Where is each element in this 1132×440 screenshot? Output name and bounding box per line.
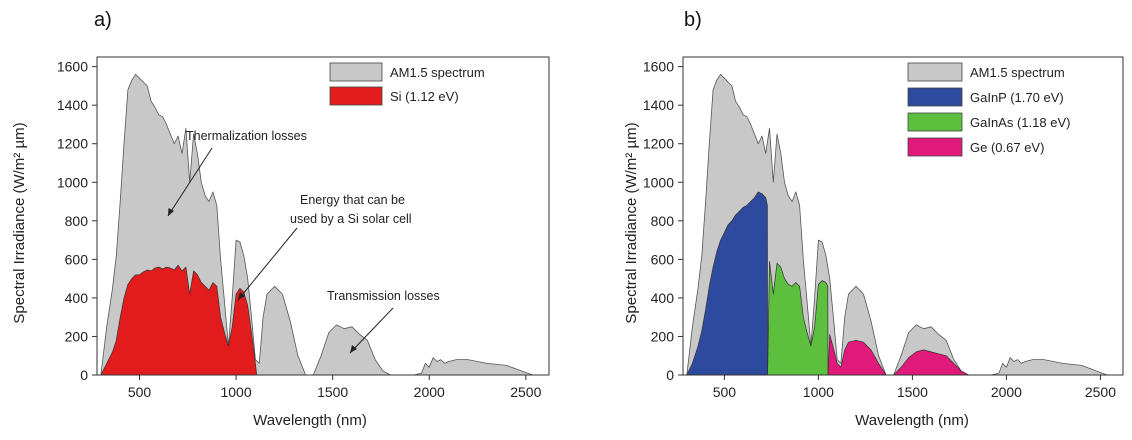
panel-b-legend-label-am15: AM1.5 spectrum <box>970 65 1065 80</box>
panel-a-si-area <box>100 264 258 376</box>
annotation-thermalization-arrow <box>167 147 213 217</box>
y-tick-label: 1400 <box>643 97 674 113</box>
panel-b-gainas-area <box>767 260 829 376</box>
x-tick-label: 1500 <box>317 384 348 400</box>
x-tick-label: 2500 <box>510 384 541 400</box>
y-tick-label: 1200 <box>57 136 88 152</box>
annotation-transmission-arrow <box>349 307 394 354</box>
y-tick-label: 800 <box>65 213 89 229</box>
panel-a-y-axis-label: Spectral Irradiance (W/m² µm) <box>11 122 28 323</box>
panel-b-legend-swatch-gainp <box>907 87 963 107</box>
panel-a-legend: AM1.5 spectrum Si (1.12 eV) <box>329 62 485 106</box>
x-tick-label: 2000 <box>991 384 1022 400</box>
annotation-energy-line1: Energy that can be <box>300 193 405 207</box>
panel-b-series-layer <box>686 73 1109 376</box>
panel-a-annotations: Thermalization losses Energy that can be… <box>167 129 440 354</box>
annotation-thermalization: Thermalization losses <box>186 129 307 143</box>
y-tick-label: 600 <box>651 251 675 267</box>
y-tick-label: 0 <box>666 367 674 383</box>
panel-a-plot-frame <box>96 56 550 376</box>
panel-a-x-ticks: 500 1000 1500 2000 2500 <box>128 375 542 400</box>
annotation-transmission: Transmission losses <box>327 289 440 303</box>
panel-b-plot-frame <box>682 56 1124 376</box>
panel-b-x-ticks: 500 1000 1500 2000 2500 <box>713 375 1116 400</box>
panel-b-legend: AM1.5 spectrum GaInP (1.70 eV) GaInAs (1… <box>907 62 1070 157</box>
annotation-transmission-arrowhead <box>350 345 357 353</box>
y-tick-label: 0 <box>80 367 88 383</box>
y-tick-label: 1400 <box>57 97 88 113</box>
panel-a-legend-swatch-si <box>329 86 383 106</box>
y-tick-label: 1200 <box>643 136 674 152</box>
x-tick-label: 2500 <box>1085 384 1116 400</box>
y-tick-label: 600 <box>65 251 89 267</box>
annotation-energy-arrowhead <box>238 292 245 300</box>
panel-b-x-axis-label: Wavelength (nm) <box>855 412 969 429</box>
panel-b-legend-swatch-am15 <box>907 62 963 82</box>
panel-b-legend-swatch-ge <box>907 137 963 157</box>
x-tick-label: 2000 <box>414 384 445 400</box>
y-tick-label: 1000 <box>57 174 88 190</box>
x-tick-label: 1500 <box>897 384 928 400</box>
x-tick-label: 1000 <box>220 384 251 400</box>
y-tick-label: 200 <box>65 328 89 344</box>
panel-b-legend-label-ge: Ge (0.67 eV) <box>970 140 1044 155</box>
panel-b-gainp-area <box>686 191 768 376</box>
panel-b-label: b) <box>684 9 702 31</box>
panel-a-y-ticks: 0 200 400 600 800 1000 1200 1400 1600 <box>57 59 97 383</box>
panel-b-legend-label-gainas: GaInAs (1.18 eV) <box>970 115 1070 130</box>
y-tick-label: 1600 <box>57 59 88 75</box>
x-tick-label: 500 <box>713 384 737 400</box>
x-tick-label: 1000 <box>803 384 834 400</box>
annotation-energy-arrow <box>237 227 298 301</box>
y-tick-label: 1600 <box>643 59 674 75</box>
panel-a-legend-label-si: Si (1.12 eV) <box>390 89 459 104</box>
y-tick-label: 200 <box>651 328 675 344</box>
y-tick-label: 400 <box>651 290 675 306</box>
panel-b-legend-swatch-gainas <box>907 112 963 132</box>
y-tick-label: 1000 <box>643 174 674 190</box>
y-tick-label: 400 <box>65 290 89 306</box>
x-tick-label: 500 <box>128 384 152 400</box>
panel-a-series-layer <box>100 73 534 376</box>
panel-b: b) Spectral Irradiance (W/m² µm) Wavelen… <box>623 9 1124 429</box>
annotation-thermalization-arrowhead <box>168 208 174 216</box>
panel-a-legend-swatch-am15 <box>329 62 383 82</box>
panel-a-x-axis-label: Wavelength (nm) <box>253 412 367 429</box>
panel-a-legend-label-am15: AM1.5 spectrum <box>390 65 485 80</box>
panel-a: a) Spectral Irradiance (W/m² µm) Wavelen… <box>11 9 550 429</box>
panel-b-y-ticks: 0 200 400 600 800 1000 1200 1400 1600 <box>643 59 683 383</box>
panel-b-legend-label-gainp: GaInP (1.70 eV) <box>970 90 1064 105</box>
panel-a-label: a) <box>94 9 112 31</box>
panel-b-y-axis-label: Spectral Irradiance (W/m² µm) <box>623 122 640 323</box>
annotation-energy-line2: used by a Si solar cell <box>290 212 412 226</box>
y-tick-label: 800 <box>651 213 675 229</box>
